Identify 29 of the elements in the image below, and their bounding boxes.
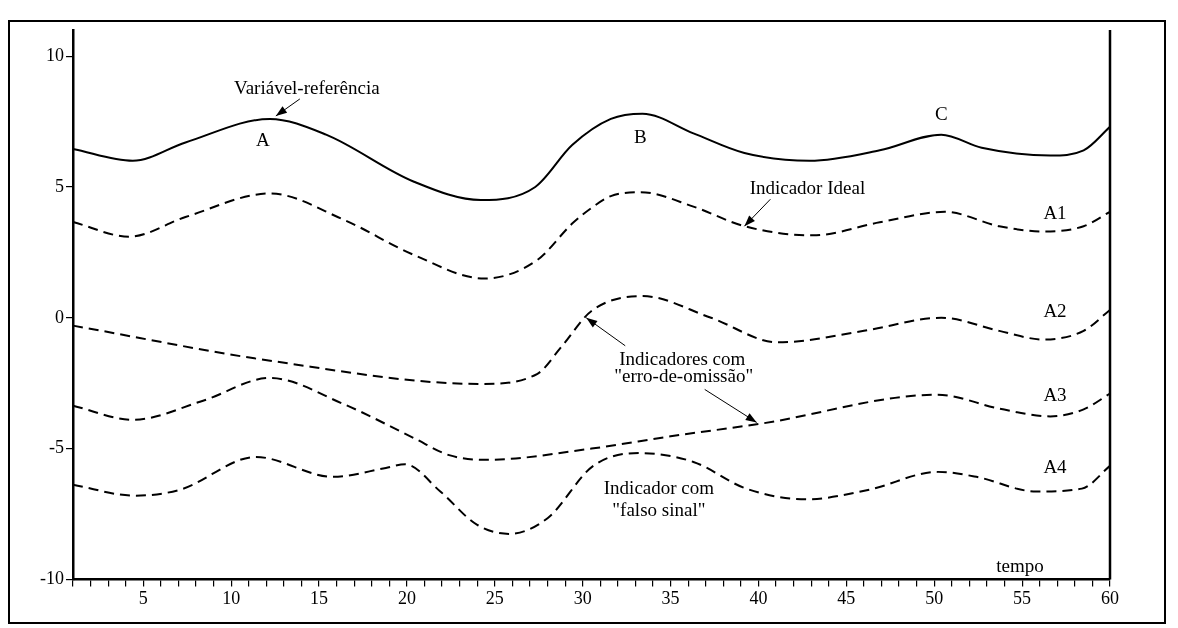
annotation: Indicador Ideal	[749, 177, 866, 199]
y-tick-label: -10	[39, 568, 64, 589]
y-tick-label: -5	[48, 437, 64, 458]
x-axis-title: tempo	[996, 555, 1044, 577]
x-tick-label: 10	[222, 587, 241, 608]
x-tick-label: 30	[573, 587, 592, 608]
annotation: "falso sinal"	[612, 498, 706, 520]
series-label: A1	[1043, 201, 1067, 223]
x-tick-label: 5	[138, 587, 148, 608]
x-tick-label: 50	[925, 587, 944, 608]
series-label: A2	[1043, 299, 1067, 321]
x-tick-label: 60	[1101, 587, 1119, 608]
x-tick-label: 35	[661, 587, 680, 608]
y-tick-label: 5	[54, 175, 64, 196]
series-label: A4	[1043, 455, 1068, 477]
x-tick-label: 20	[397, 587, 416, 608]
series-label: A3	[1043, 383, 1067, 405]
x-tick-label: 45	[837, 587, 856, 608]
annotation: Indicador com	[603, 476, 715, 498]
x-tick-label: 15	[310, 587, 329, 608]
annotation: C	[934, 102, 948, 124]
x-tick-label: 40	[749, 587, 768, 608]
y-tick-label: 0	[54, 306, 64, 327]
x-tick-label: 25	[485, 587, 504, 608]
y-tick-label: 10	[45, 44, 64, 65]
series-label: Variável-referência	[234, 76, 381, 98]
x-tick-label: 55	[1013, 587, 1032, 608]
annotation: B	[634, 125, 647, 147]
annotation: A	[255, 128, 270, 150]
